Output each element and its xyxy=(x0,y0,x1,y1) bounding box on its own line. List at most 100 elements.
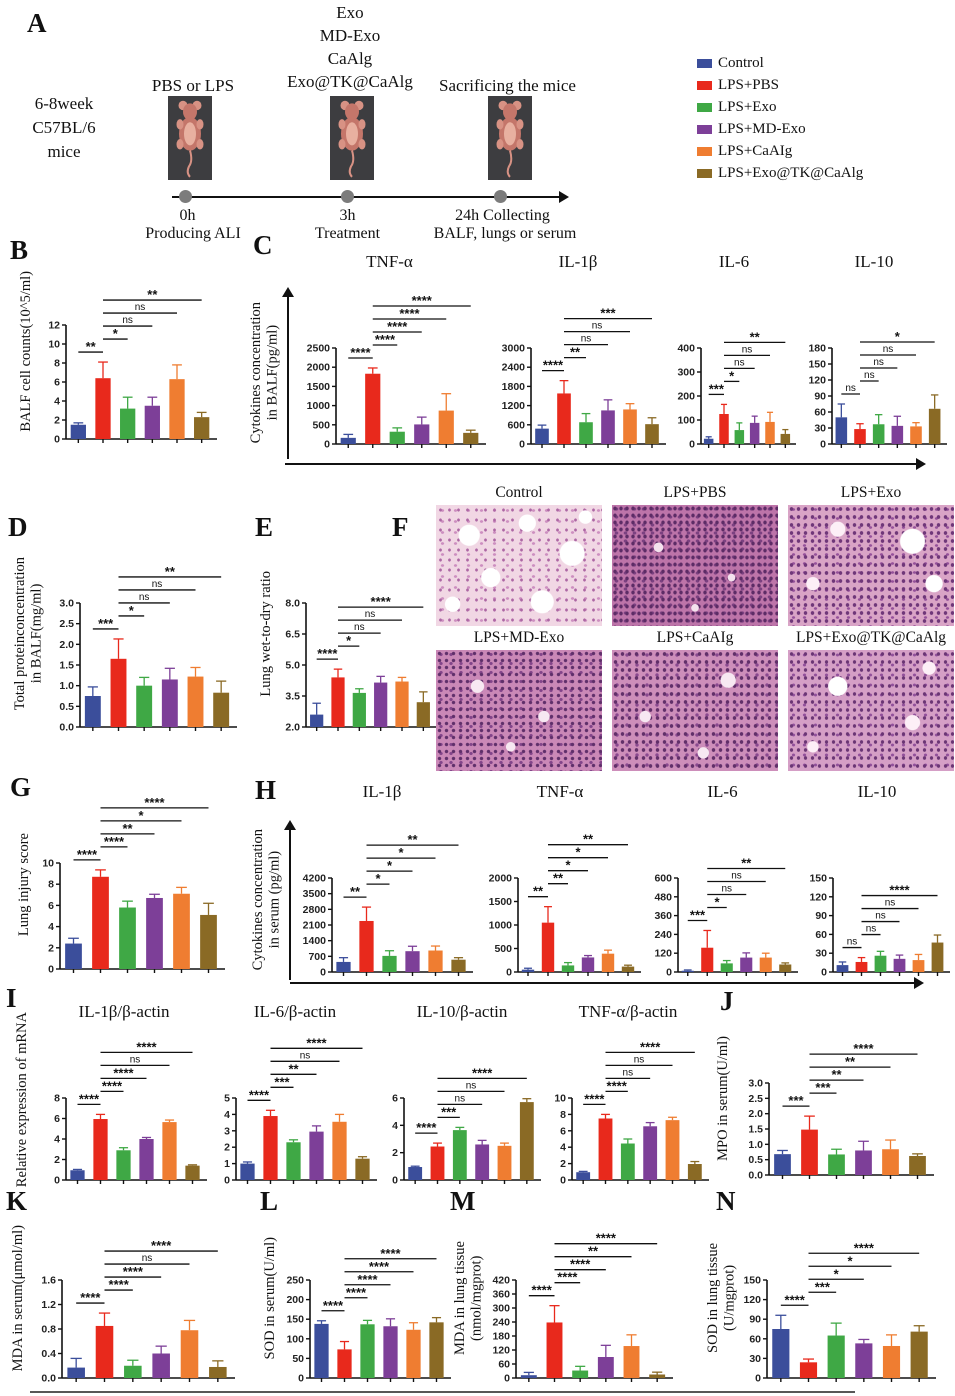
bar-Control xyxy=(521,1375,538,1378)
bar-LPS+MD-Exo xyxy=(749,422,760,444)
chart-balf-il-1b: IL-1β 0 600 1200 1800 2400 3000 **** ** ns ns *** xyxy=(489,252,667,457)
panel-h-axis-arrow xyxy=(290,977,924,989)
bar-LPS+PBS xyxy=(800,1129,818,1175)
bar-LPS+Exo@TK@CaAlg xyxy=(213,692,230,727)
y-axis-label: Lung injury score xyxy=(16,833,32,937)
svg-text:360: 360 xyxy=(654,910,672,922)
svg-text:0.8: 0.8 xyxy=(41,1324,56,1336)
y-axis-label: MDA in serum(μmol/ml) xyxy=(10,1224,26,1372)
svg-text:600: 600 xyxy=(654,873,672,885)
bar-LPS+CaAIg xyxy=(180,1330,198,1378)
svg-text:8: 8 xyxy=(560,1109,566,1121)
significance-label: ** xyxy=(570,345,581,360)
svg-text:240: 240 xyxy=(654,929,672,941)
svg-text:2400: 2400 xyxy=(502,362,526,374)
chart-title: IL-1β xyxy=(362,782,402,801)
significance-label: **** xyxy=(104,834,125,849)
significance-label: **** xyxy=(323,1298,344,1313)
bar-Control xyxy=(836,965,849,972)
chart-serum-tnf-alpha: TNF-α 0 500 1000 1500 2000 ** ** * * ** xyxy=(478,782,642,985)
bar-Control xyxy=(70,424,86,439)
bar-LPS+MD-Exo xyxy=(383,1326,398,1378)
significance-label: **** xyxy=(558,1270,579,1285)
svg-text:4: 4 xyxy=(224,1109,230,1121)
bar-LPS+MD-Exo xyxy=(740,957,753,972)
significance-label: *** xyxy=(815,1279,831,1294)
significance-label: **** xyxy=(357,1272,378,1287)
svg-text:250: 250 xyxy=(286,1275,304,1287)
svg-text:2: 2 xyxy=(392,1147,398,1159)
bar-LPS+CaAIg xyxy=(162,1122,177,1180)
significance-label: ** xyxy=(350,884,361,899)
panel-label-n: N xyxy=(716,1186,736,1216)
bar-LPS+PBS xyxy=(800,1362,818,1378)
bar-LPS+MD-Exo xyxy=(854,1150,872,1175)
significance-label: ns xyxy=(122,315,133,326)
bar-LPS+MD-Exo xyxy=(855,1343,873,1378)
bar-LPS+Exo@TK@CaAlg xyxy=(780,433,791,444)
bar-LPS+CaAIg xyxy=(881,1149,899,1175)
significance-label: * xyxy=(346,633,352,648)
significance-label: * xyxy=(138,808,144,823)
svg-text:0: 0 xyxy=(324,439,330,451)
legend-label: LPS+Exo xyxy=(718,98,777,115)
panel-label-c: C xyxy=(253,230,273,260)
significance-label: **** xyxy=(350,345,371,360)
bar-LPS+Exo xyxy=(734,430,745,444)
significance-label: ns xyxy=(864,370,875,381)
svg-text:8: 8 xyxy=(48,879,54,891)
svg-text:500: 500 xyxy=(494,943,512,955)
significance-label: ** xyxy=(533,884,544,899)
svg-text:3.0: 3.0 xyxy=(60,598,75,610)
svg-text:0.0: 0.0 xyxy=(41,1373,56,1385)
chart-balf-il-6: IL-6 0 100 200 300 400 *** * ns ns ** xyxy=(671,252,797,457)
svg-text:0: 0 xyxy=(298,1373,304,1385)
bar-LPS+MD-Exo xyxy=(152,1353,170,1378)
significance-label: *** xyxy=(600,306,616,321)
svg-text:1.0: 1.0 xyxy=(748,1139,763,1151)
bar-LPS+Exo xyxy=(382,955,397,972)
svg-text:1.2: 1.2 xyxy=(41,1299,56,1311)
svg-text:420: 420 xyxy=(493,1275,511,1287)
treatment-list: Exo MD-Exo CaAlg Exo@TK@CaAlg xyxy=(287,3,413,91)
hist-caption-lps-pbs: LPS+PBS xyxy=(663,484,727,501)
svg-text:2: 2 xyxy=(48,942,54,954)
svg-text:150: 150 xyxy=(809,873,827,885)
legend-item-lps-caalg: LPS+CaAIg xyxy=(697,140,863,162)
svg-text:2500: 2500 xyxy=(307,343,331,355)
svg-text:0: 0 xyxy=(54,1175,60,1187)
bar-Control xyxy=(309,714,323,727)
chart-mpo-serum: MPO in serum(U/ml) 0.0 0.5 1.0 1.5 2.0 2.5 3.0 *… xyxy=(715,1008,935,1188)
bar-LPS+Exo xyxy=(572,1370,589,1378)
chart-title: IL-10 xyxy=(854,252,894,271)
chart-title: IL-6 xyxy=(718,252,750,271)
bar-LPS+Exo@TK@CaAlg xyxy=(199,914,217,969)
significance-label: **** xyxy=(472,1065,493,1080)
timeline-dot-24h xyxy=(494,190,507,203)
significance-label: **** xyxy=(102,1078,123,1093)
bar-Control xyxy=(703,438,714,444)
bar-LPS+MD-Exo xyxy=(475,1144,490,1180)
bar-Control xyxy=(521,969,535,972)
svg-text:0: 0 xyxy=(392,1175,398,1187)
bar-LPS+CaAIg xyxy=(172,893,190,969)
y-axis-label: Total proteinconcentration in BALF(mg/ml… xyxy=(12,557,45,711)
significance-label: * xyxy=(895,329,901,344)
svg-text:90: 90 xyxy=(815,910,827,922)
svg-text:200: 200 xyxy=(677,391,695,403)
significance-label: **** xyxy=(108,1277,129,1292)
svg-text:4: 4 xyxy=(54,396,60,408)
chart-title: TNF-α xyxy=(366,252,413,271)
significance-label: *** xyxy=(815,1080,831,1095)
hist-image-lps-md-exo xyxy=(436,650,602,771)
bar-LPS+Exo xyxy=(119,408,135,439)
significance-label: **** xyxy=(369,1259,390,1274)
bar-LPS+PBS xyxy=(854,429,866,444)
